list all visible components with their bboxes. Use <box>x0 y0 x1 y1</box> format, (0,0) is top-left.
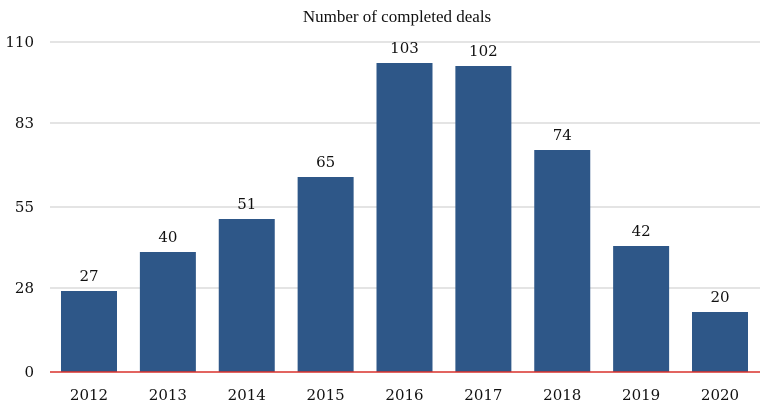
bar-2012 <box>61 291 117 372</box>
bar-2020 <box>692 312 748 372</box>
x-tick-label: 2012 <box>70 386 108 404</box>
y-axis-tick-labels: 0 28 55 83 110 <box>5 33 34 381</box>
y-tick-label: 0 <box>24 363 34 381</box>
bar-2017 <box>455 66 512 372</box>
data-label-2014: 51 <box>237 195 256 213</box>
y-tick-label: 83 <box>15 114 34 132</box>
data-label-2015: 65 <box>316 153 335 171</box>
data-label-2012: 27 <box>79 267 98 285</box>
data-label-2020: 20 <box>710 288 729 306</box>
x-tick-label: 2013 <box>149 386 187 404</box>
bar-2018 <box>534 150 591 372</box>
x-tick-label: 2019 <box>622 386 660 404</box>
bar-2013 <box>139 252 196 372</box>
chart-title: Number of completed deals <box>303 7 491 26</box>
data-labels: 27 40 51 65 103 102 74 42 20 <box>79 39 729 306</box>
x-tick-label: 2014 <box>228 386 266 404</box>
data-label-2017: 102 <box>469 42 498 60</box>
data-label-2018: 74 <box>553 126 572 144</box>
x-axis-tick-labels: 2012 2013 2014 2015 2016 2017 2018 2019 2020 <box>70 386 739 404</box>
bar-2019 <box>613 246 670 372</box>
x-tick-label: 2018 <box>543 386 581 404</box>
data-label-2019: 42 <box>632 222 651 240</box>
data-label-2016: 103 <box>390 39 419 57</box>
y-tick-label: 110 <box>5 33 34 51</box>
x-tick-label: 2015 <box>307 386 345 404</box>
bar-2016 <box>376 63 433 372</box>
bars <box>61 63 748 372</box>
y-tick-label: 28 <box>15 279 34 297</box>
data-label-2013: 40 <box>158 228 177 246</box>
y-tick-label: 55 <box>15 198 34 216</box>
bar-2014 <box>218 219 275 372</box>
bar-2015 <box>297 177 354 372</box>
x-tick-label: 2016 <box>385 386 423 404</box>
x-tick-label: 2020 <box>701 386 739 404</box>
x-tick-label: 2017 <box>464 386 502 404</box>
